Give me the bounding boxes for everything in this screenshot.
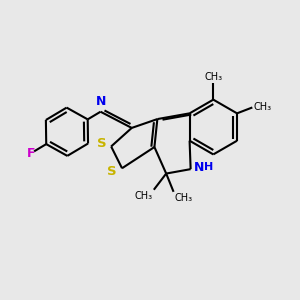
Text: CH₃: CH₃ [175,193,193,203]
Text: N: N [96,94,106,108]
Text: F: F [27,147,35,160]
Text: S: S [107,165,117,178]
Text: CH₃: CH₃ [134,191,153,201]
Text: H: H [204,162,213,172]
Text: CH₃: CH₃ [254,103,272,112]
Text: N: N [194,161,205,174]
Text: S: S [97,137,106,150]
Text: CH₃: CH₃ [204,72,222,82]
